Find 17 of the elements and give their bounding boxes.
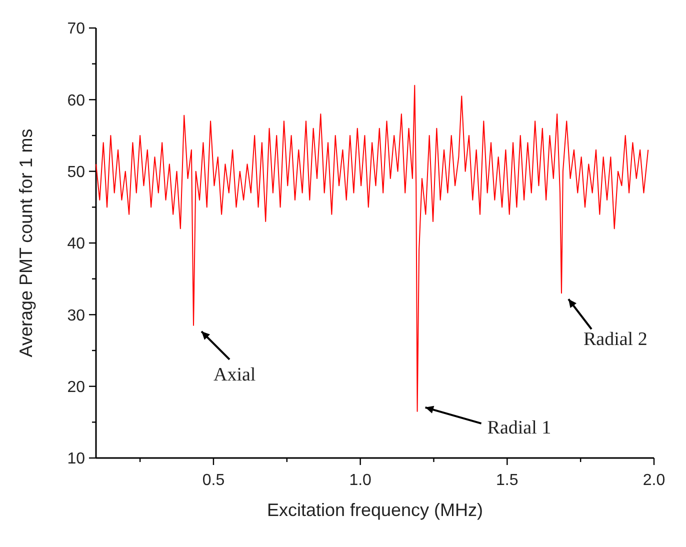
x-tick-label: 1.5 [496,472,518,489]
line-series [96,84,649,412]
y-tick-label: 70 [67,20,86,38]
annotation: Radial 1 [487,417,552,438]
x-tick-label: 0.5 [202,472,225,489]
annotation: Radial 2 [583,329,648,350]
y-tick-label: 50 [67,164,86,181]
x-axis-title: Excitation frequency (MHz) [266,500,484,520]
y-tick-label: 20 [67,378,86,396]
x-tick-label: 1.0 [349,472,372,489]
y-axis-title: Average PMT count for 1 ms [16,128,36,358]
annotation: Axial [214,364,256,386]
y-tick-label: 60 [67,92,86,110]
y-tick-label: 30 [67,307,86,324]
y-tick-label: 10 [67,450,86,468]
y-tick-label: 40 [67,236,86,253]
x-tick-label: 2.0 [642,472,666,489]
